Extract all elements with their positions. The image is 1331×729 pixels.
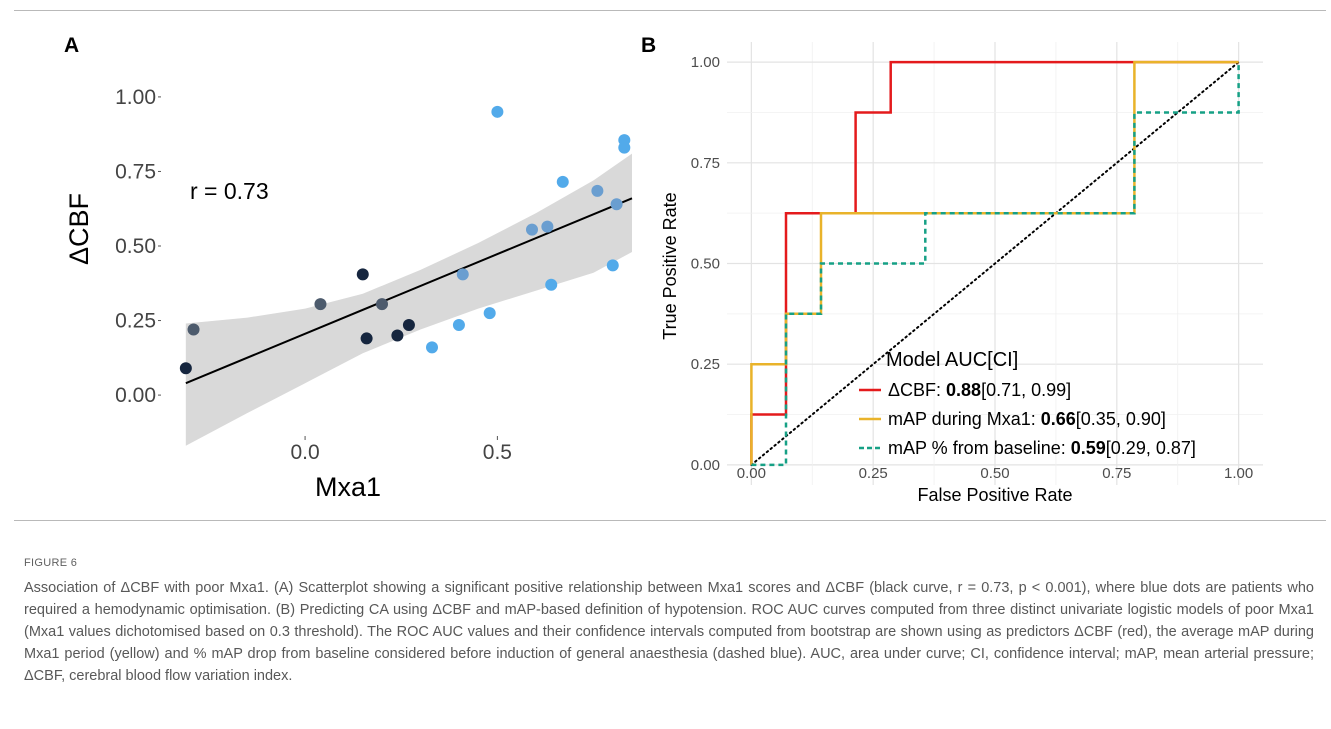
panel-b-roc-chart: 0.00 0.25 0.50 0.75 1.00 0.00 0.25 0.50 0.75 1.0… — [660, 42, 1263, 505]
legend-entry: ΔCBF: 0.88[0.71, 0.99] — [888, 380, 1071, 400]
data-point — [314, 298, 327, 311]
legend-series-name: ΔCBF: — [888, 380, 946, 400]
data-point — [610, 198, 623, 211]
caption-paragraph: Association of ΔCBF with poor Mxa1. (A) … — [24, 580, 1314, 684]
data-point — [556, 175, 569, 188]
y-tick-label: 0.50 — [115, 235, 156, 258]
data-point — [606, 259, 619, 272]
data-point — [179, 362, 192, 375]
figure-bottom-rule — [14, 520, 1326, 521]
legend-entry: mAP during Mxa1: 0.66[0.35, 0.90] — [888, 409, 1166, 429]
legend-series-name: mAP % from baseline: — [888, 438, 1071, 458]
legend-ci-value: [0.29, 0.87] — [1106, 438, 1196, 458]
y-tick-label: 1.00 — [691, 54, 720, 71]
data-point — [591, 184, 604, 197]
panel-b-label: B — [641, 34, 656, 57]
roc-series — [750, 60, 1240, 467]
scatter-points — [179, 105, 631, 375]
data-point — [356, 268, 369, 281]
panel-a-scatterplot: 0.00 0.25 0.50 0.75 1.00 0.0 0.5 r = 0.73 ΔCB… — [64, 86, 633, 502]
x-tick-label: 0.0 — [290, 441, 319, 464]
y-tick-label: 0.00 — [691, 457, 720, 474]
legend-title: Model AUC[CI] — [886, 349, 1018, 371]
data-point — [360, 332, 373, 345]
legend-ci-value: [0.35, 0.90] — [1076, 409, 1166, 429]
y-tick-label: 0.75 — [691, 155, 720, 172]
x-tick-label: 0.00 — [737, 465, 766, 482]
x-axis-ticks: 0.00 0.25 0.50 0.75 1.00 — [737, 465, 1253, 482]
legend-auc-value: 0.66 — [1041, 409, 1076, 429]
data-point — [456, 268, 469, 281]
data-point — [426, 341, 438, 354]
x-tick-label: 1.00 — [1224, 465, 1253, 482]
data-point — [541, 220, 554, 233]
x-tick-label: 0.25 — [859, 465, 888, 482]
data-point — [187, 323, 200, 336]
y-tick-label: 0.00 — [115, 384, 156, 407]
y-axis-label: ΔCBF — [64, 193, 94, 265]
panel-a-label: A — [64, 34, 79, 57]
data-point — [618, 134, 631, 147]
y-tick-label: 0.50 — [691, 256, 720, 273]
data-point — [526, 223, 538, 236]
x-axis-label: Mxa1 — [315, 472, 381, 502]
data-point — [491, 105, 504, 118]
data-point — [452, 319, 465, 332]
confidence-band — [185, 153, 633, 446]
roc-curve — [751, 62, 1240, 467]
data-point — [402, 319, 415, 332]
y-tick-label: 1.00 — [115, 86, 156, 109]
y-tick-label: 0.25 — [115, 310, 156, 333]
correlation-annotation: r = 0.73 — [190, 178, 269, 204]
data-point — [391, 329, 404, 342]
x-tick-label: 0.5 — [483, 441, 512, 464]
x-tick-label: 0.75 — [1102, 465, 1131, 482]
figure-caption: FIGURE 6 Association of ΔCBF with poor M… — [24, 557, 1314, 687]
x-axis-ticks: 0.0 0.5 — [290, 436, 512, 464]
legend-entry: mAP % from baseline: 0.59[0.29, 0.87] — [888, 438, 1196, 458]
legend-series-name: mAP during Mxa1: — [888, 409, 1041, 429]
y-axis-ticks: 0.00 0.25 0.50 0.75 1.00 — [115, 86, 161, 407]
data-point — [483, 307, 496, 320]
legend: Model AUC[CI] ΔCBF: 0.88[0.71, 0.99] mAP … — [859, 349, 1196, 458]
diagonal-reference-line — [750, 61, 1240, 466]
legend-ci-value: [0.71, 0.99] — [981, 380, 1071, 400]
data-point — [545, 278, 558, 291]
caption-text: Association of ΔCBF with poor Mxa1. (A) … — [24, 577, 1314, 687]
x-tick-label: 0.50 — [980, 465, 1009, 482]
legend-auc-value: 0.88 — [946, 380, 981, 400]
figure-canvas: A B 0.00 0.25 0.50 0.75 1.00 0.0 0.5 r = 0.73… — [64, 34, 1263, 505]
y-tick-label: 0.75 — [115, 160, 156, 183]
data-point — [376, 298, 388, 311]
figure-label: FIGURE 6 — [24, 557, 78, 569]
y-axis-ticks: 0.00 0.25 0.50 0.75 1.00 — [691, 54, 720, 474]
legend-auc-value: 0.59 — [1071, 438, 1106, 458]
regression-line — [185, 197, 633, 385]
figure-top-rule — [14, 10, 1326, 11]
y-axis-label: True Positive Rate — [660, 192, 680, 339]
y-tick-label: 0.25 — [691, 356, 720, 373]
x-axis-label: False Positive Rate — [917, 485, 1072, 505]
